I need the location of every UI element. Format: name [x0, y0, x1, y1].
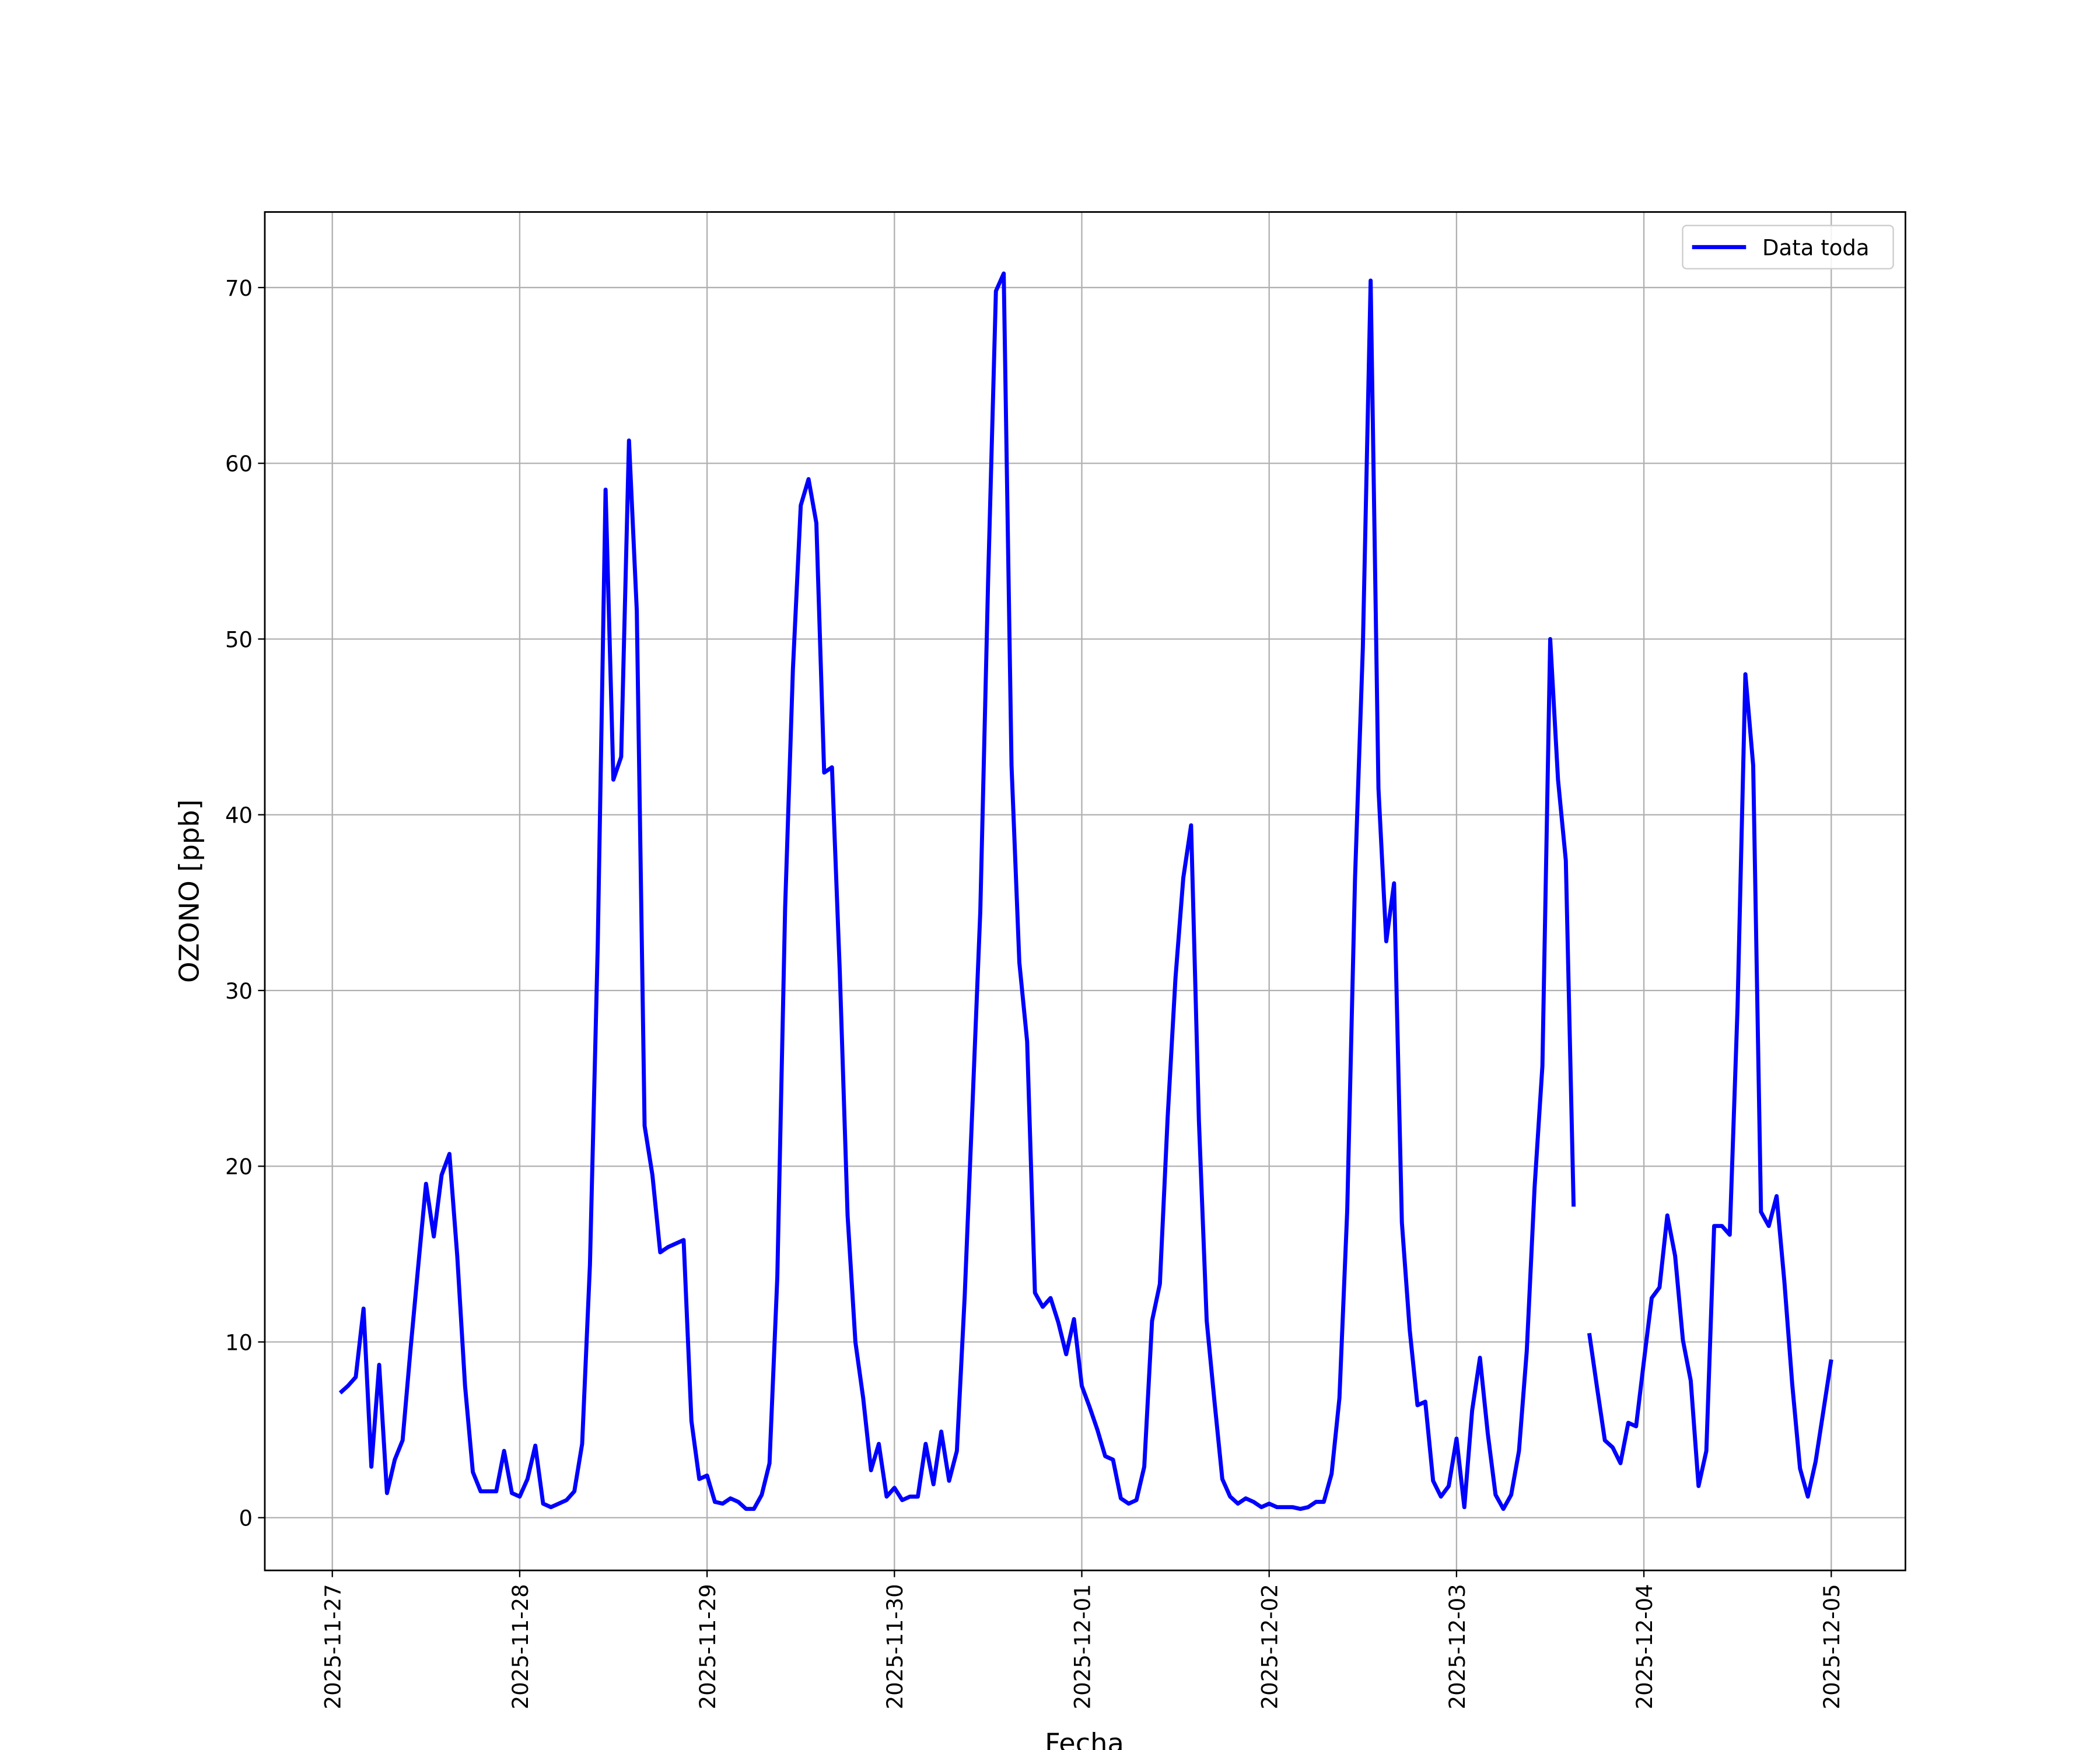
legend-label: Data toda — [1762, 236, 1870, 261]
y-tick-label: 70 — [225, 276, 253, 301]
y-axis-label: OZONO [ppb] — [174, 799, 205, 983]
x-tick-label: 2025-12-04 — [1632, 1584, 1657, 1709]
y-tick-label: 50 — [225, 627, 253, 652]
x-tick-label: 2025-12-05 — [1819, 1584, 1845, 1709]
legend-box — [1682, 225, 1894, 270]
x-tick-label: 2025-11-28 — [508, 1584, 533, 1709]
x-tick-label: 2025-12-02 — [1258, 1584, 1283, 1709]
y-tick-label: 20 — [225, 1154, 253, 1180]
x-tick-label: 2025-12-03 — [1445, 1584, 1470, 1709]
y-tick-label: 0 — [239, 1506, 253, 1531]
y-tick-label: 10 — [225, 1330, 253, 1355]
data-line — [338, 271, 1833, 1511]
x-tick-label: 2025-11-29 — [695, 1584, 720, 1709]
y-tick-label: 40 — [225, 803, 253, 828]
y-tick-label: 30 — [225, 979, 253, 1004]
x-tick-label: 2025-11-30 — [883, 1584, 908, 1709]
x-tick-label: 2025-12-01 — [1070, 1584, 1095, 1709]
y-tick-label: 60 — [225, 452, 253, 477]
x-axis-label: Fecha — [1045, 1728, 1124, 1750]
x-tick-label: 2025-11-27 — [321, 1584, 346, 1709]
plot-frame — [264, 211, 1906, 1572]
